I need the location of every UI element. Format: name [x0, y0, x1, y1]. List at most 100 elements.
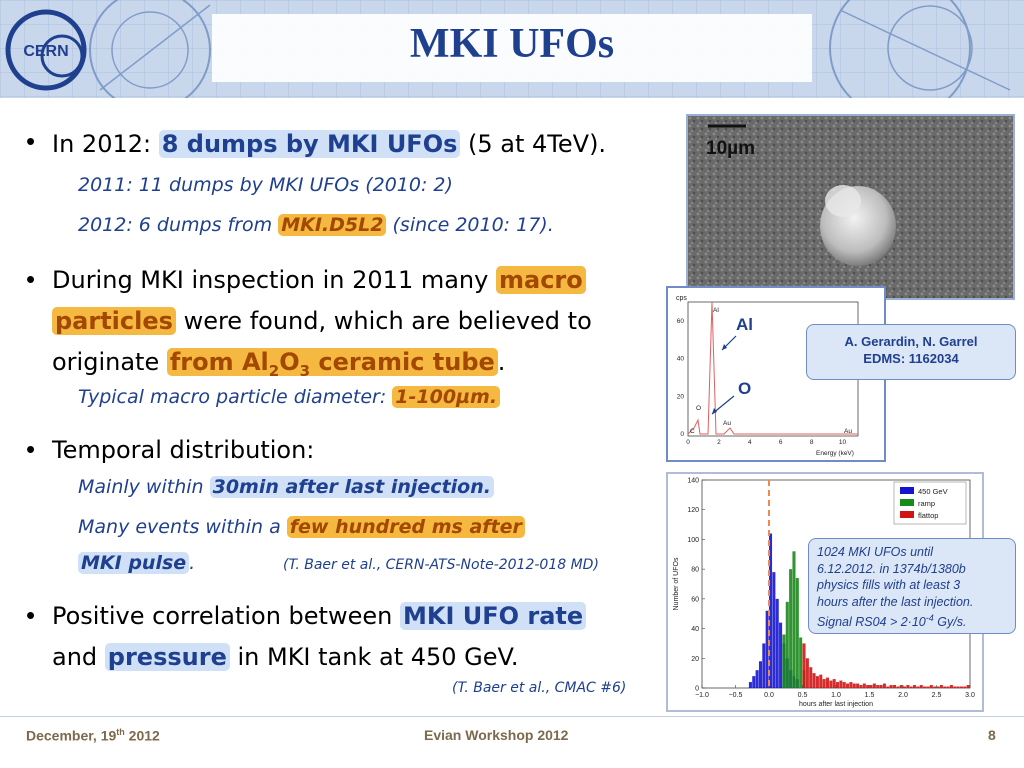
scale-bar-label: 10µm [706, 138, 755, 159]
bullet-3-sub-1: Mainly within 30min after last injection… [78, 476, 494, 498]
hist-y-tick-6: 120 [687, 507, 699, 514]
bullet-3-sub-1-text: Mainly within [78, 476, 210, 498]
bullet-3-sub-3-highlight: MKI pulse [78, 552, 190, 574]
legend-swatch-flattop [900, 511, 914, 518]
bullet-1-sub-2: 2012: 6 dumps from MKI.D5L2 (since 2010:… [78, 214, 554, 236]
bullet-1-highlight: 8 dumps by MKI UFOs [158, 130, 461, 158]
hist-bar-2-38 [929, 685, 933, 688]
hist-bar-2-44 [949, 685, 953, 688]
eds-x-tick-4: 8 [810, 439, 814, 446]
bullet-marker: • [26, 126, 36, 156]
bullet-1-sub-2-text-end: (since 2010: 17). [386, 214, 554, 236]
eds-x-tick-0: 0 [686, 439, 690, 446]
hist-y-tick-5: 100 [687, 537, 699, 544]
hist-bar-2-39 [933, 686, 937, 688]
note-line-5-exponent: -4 [925, 613, 934, 623]
hist-y-tick-1: 20 [691, 656, 699, 663]
eds-label-al: Al [736, 315, 753, 334]
bullet-4-highlight-pressure: pressure [104, 643, 230, 671]
note-line-4: hours after the last injection. [817, 594, 974, 609]
eds-y-tick-3: 60 [677, 318, 685, 325]
hist-x-tick-8: 3.0 [965, 692, 975, 699]
hist-x-tick-3: 0.5 [798, 692, 808, 699]
hist-legend: 450 GeV ramp flattop [893, 481, 967, 525]
hist-bar-2-26 [889, 685, 893, 688]
hist-bar-0-4 [762, 643, 766, 688]
note-line-5: Signal RS04 > 2·10 [817, 615, 926, 630]
hist-bar-0-1 [752, 676, 756, 688]
bullet-1: In 2012: 8 dumps by MKI UFOs (5 at 4TeV)… [52, 124, 662, 165]
hist-bar-2-18 [862, 683, 866, 688]
hist-bar-2-46 [956, 686, 960, 688]
hist-bar-0-2 [755, 670, 759, 688]
hist-bar-2-29 [899, 685, 903, 688]
hist-bar-2-5 [819, 674, 823, 688]
hist-x-tick-5: 1.5 [865, 692, 875, 699]
hist-bar-2-15 [852, 683, 856, 688]
bullet-2-text: During MKI inspection in 2011 many [52, 266, 496, 294]
eds-x-tick-5: 10 [839, 439, 847, 446]
hist-bar-0-6 [769, 533, 773, 688]
hist-bar-2-27 [892, 685, 896, 688]
hist-y-label: Number of UFOs [673, 557, 680, 610]
note-line-3: physics fills with at least 3 [817, 578, 961, 592]
hist-bar-2-49 [966, 685, 970, 688]
hist-bar-2-16 [856, 683, 860, 688]
hist-bar-1-0 [782, 634, 786, 688]
hist-bar-2-30 [903, 686, 907, 688]
hist-bar-2-10 [836, 682, 840, 688]
eds-peak-au-2: Au [844, 428, 852, 435]
hist-bar-2-48 [963, 686, 967, 688]
slide-title: MKI UFOs [409, 21, 615, 67]
bullet-1-sub-1: 2011: 11 dumps by MKI UFOs (2010: 2) [78, 174, 453, 196]
legend-swatch-ramp [900, 499, 914, 506]
hist-y-tick-2: 40 [691, 626, 699, 633]
bullet-marker: • [26, 434, 36, 464]
hist-x-label: hours after last injection [799, 701, 873, 708]
bullet-2-highlight-macro: macro [495, 266, 586, 294]
cern-logo-icon: CERN [5, 9, 87, 91]
eds-peak-al: Al [713, 307, 719, 314]
bullet-2-text-2: were found, which are believed to [175, 307, 592, 335]
hist-bar-0-5 [765, 610, 769, 688]
cern-logo-text: CERN [23, 43, 68, 60]
hist-x-tick-0: −1.0 [695, 692, 709, 699]
hist-bar-0-3 [758, 661, 762, 688]
hist-bar-2-9 [832, 679, 836, 688]
hist-y-tick-4: 80 [691, 567, 699, 574]
bullet-1-text-end: (5 at 4TeV). [460, 130, 607, 158]
bullet-4-reference: (T. Baer et al., CMAC #6) [452, 680, 627, 696]
hist-bar-2-22 [876, 685, 880, 688]
bullet-2-sub-highlight: 1-100µm. [392, 386, 501, 408]
eds-x-label: Energy (keV) [816, 450, 854, 457]
hist-bar-1-5 [799, 637, 803, 688]
bullet-3-sub-2-highlight: few hundred ms after [286, 516, 525, 538]
footer-divider [0, 716, 1024, 717]
bullet-3-sub-2-text: Many events within a [78, 516, 287, 538]
bullet-2-text-3: originate [52, 348, 167, 376]
title-background [212, 14, 812, 82]
hist-bar-2-13 [846, 683, 850, 688]
bullet-4: Positive correlation between MKI UFO rat… [52, 596, 662, 678]
hist-bar-1-4 [795, 578, 799, 688]
eds-x-tick-2: 4 [748, 439, 752, 446]
hist-bar-2-4 [815, 676, 819, 688]
hist-y-tick-7: 140 [687, 478, 699, 485]
hist-bar-2-36 [923, 686, 927, 688]
note-line-1: 1024 MKI UFOs until [817, 545, 934, 559]
hist-bar-2-28 [896, 686, 900, 688]
hist-bar-2-47 [959, 686, 963, 688]
eds-y-tick-1: 20 [677, 393, 685, 400]
footer-page-number: 8 [988, 727, 996, 743]
hist-bar-2-2 [809, 667, 813, 688]
hist-bar-2-42 [943, 686, 947, 688]
hist-bar-0-8 [775, 598, 779, 688]
hist-x-tick-2: 0.0 [764, 692, 774, 699]
slide-header: MKI UFOs CERN [0, 0, 1024, 98]
bullet-2-sub-text: Typical macro particle diameter: [78, 386, 393, 408]
sem-micrograph-image: 10µm [688, 116, 1013, 298]
hist-bar-2-33 [913, 685, 917, 688]
hist-bar-2-0 [802, 643, 806, 688]
footer-date: December, 19th 2012 [26, 727, 160, 744]
bullet-1-sub-2-text: 2012: 6 dumps from [78, 214, 279, 236]
